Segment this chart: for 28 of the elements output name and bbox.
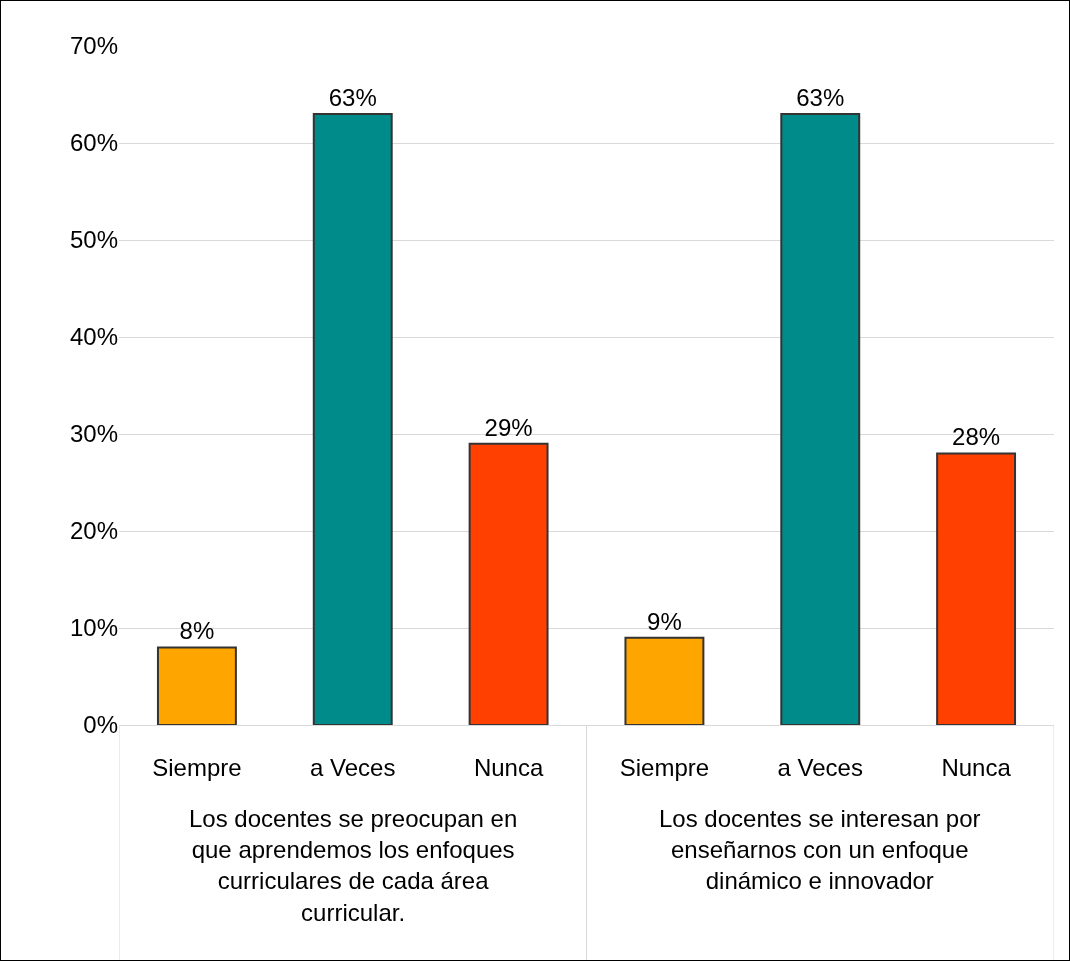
data-label: 9% <box>647 607 682 635</box>
data-label: 63% <box>796 83 845 111</box>
bar <box>936 452 1017 725</box>
y-tick-label: 20% <box>69 517 118 545</box>
bar <box>624 636 705 725</box>
text: Los docentes se preocupan en que aprendemos los enfoques curriculares de cada área curricular. <box>189 805 518 926</box>
bar <box>156 646 237 725</box>
bar <box>780 112 861 725</box>
x-tick-label: Nunca <box>473 754 544 782</box>
y-tick-label: 60% <box>69 129 118 157</box>
data-label: 29% <box>484 413 533 441</box>
y-tick-label: 40% <box>69 323 118 351</box>
text: Los docentes se interesan por enseñarnos con un enfoque dinámico e innovador <box>659 805 981 895</box>
data-label: 28% <box>952 423 1001 451</box>
y-tick-label: 30% <box>69 420 118 448</box>
bar <box>312 112 393 725</box>
y-tick-label: 70% <box>69 32 118 60</box>
y-tick-label: 0% <box>83 711 118 739</box>
y-tick-label: 10% <box>69 614 118 642</box>
x-tick-label: a Veces <box>310 754 396 782</box>
data-label: 8% <box>179 617 215 645</box>
x-tick-label: Siempre <box>619 754 710 782</box>
bar <box>468 442 549 725</box>
y-tick-label: 50% <box>69 226 118 254</box>
x-tick-label: a Veces <box>777 754 863 782</box>
x-tick-label: Siempre <box>152 754 242 782</box>
x-tick-label: Nunca <box>941 754 1012 782</box>
data-label: 63% <box>328 83 377 111</box>
